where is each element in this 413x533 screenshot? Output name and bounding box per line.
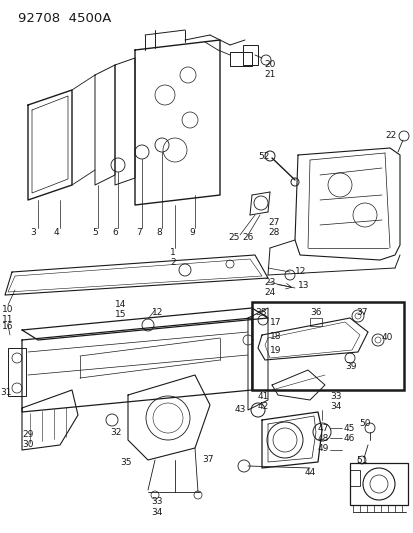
Text: 43: 43 (234, 406, 245, 415)
Text: 34: 34 (329, 402, 341, 411)
Text: 6: 6 (112, 228, 117, 237)
Text: 21: 21 (263, 70, 275, 79)
Text: 13: 13 (297, 281, 309, 290)
Text: 24: 24 (263, 288, 275, 297)
Text: 7: 7 (136, 228, 141, 237)
Text: 49: 49 (317, 444, 329, 453)
Text: 27: 27 (267, 218, 279, 227)
Text: 46: 46 (343, 434, 354, 443)
Text: 33: 33 (151, 497, 162, 506)
Text: 41: 41 (257, 392, 269, 401)
Text: 23: 23 (263, 278, 275, 287)
Text: 36: 36 (309, 308, 321, 317)
Text: 48: 48 (317, 434, 329, 443)
Text: 2: 2 (170, 258, 175, 267)
Text: 28: 28 (267, 228, 279, 237)
Text: 8: 8 (156, 228, 161, 237)
Text: 22: 22 (385, 131, 396, 140)
Bar (349, 470, 359, 486)
Bar (242, 45, 257, 65)
Bar (252, 302, 403, 390)
Text: 51: 51 (355, 456, 367, 465)
Text: 19: 19 (269, 346, 281, 355)
Text: 14: 14 (115, 300, 126, 309)
Text: 5: 5 (92, 228, 97, 237)
Text: 30: 30 (22, 440, 33, 449)
Text: 1: 1 (170, 248, 176, 257)
Text: 34: 34 (151, 508, 162, 517)
Text: 40: 40 (381, 334, 392, 343)
Text: 12: 12 (294, 268, 306, 277)
Text: 12: 12 (152, 308, 163, 317)
Text: 45: 45 (343, 424, 354, 433)
Text: 17: 17 (269, 318, 281, 327)
Text: 18: 18 (269, 332, 281, 341)
Text: 52: 52 (257, 152, 269, 161)
Text: 20: 20 (263, 60, 275, 69)
Text: 26: 26 (242, 233, 253, 242)
Text: 37: 37 (355, 308, 367, 317)
Text: 25: 25 (228, 233, 239, 242)
Text: 16: 16 (2, 322, 14, 331)
Bar (8, 348, 26, 396)
Text: 3: 3 (30, 228, 36, 237)
Text: 47: 47 (317, 424, 329, 433)
Text: 29: 29 (22, 430, 33, 439)
Text: 32: 32 (110, 428, 121, 437)
Text: 38: 38 (254, 308, 266, 317)
Text: 50: 50 (358, 419, 370, 428)
Text: 9: 9 (189, 228, 194, 237)
Text: 92708  4500A: 92708 4500A (18, 12, 111, 25)
Text: 11: 11 (2, 315, 14, 324)
Text: 15: 15 (115, 310, 126, 319)
Bar (309, 318, 321, 326)
Text: 42: 42 (257, 402, 268, 411)
Text: 44: 44 (304, 468, 316, 477)
Bar (230, 52, 252, 66)
Text: 4: 4 (54, 228, 59, 237)
Text: 31: 31 (0, 388, 12, 397)
Text: 33: 33 (329, 392, 341, 401)
Text: 35: 35 (120, 458, 131, 467)
Bar (349, 463, 407, 505)
Text: 10: 10 (2, 305, 14, 314)
Text: 39: 39 (344, 362, 356, 371)
Text: 37: 37 (202, 455, 213, 464)
